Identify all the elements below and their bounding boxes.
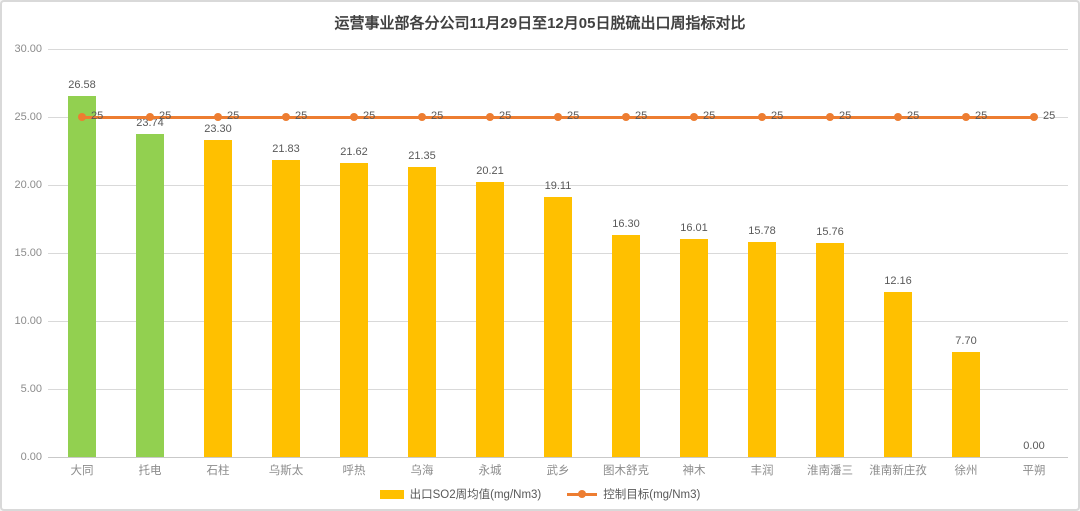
bar-value-label: 26.58 — [68, 78, 96, 91]
x-axis-category-label: 乌海 — [410, 465, 434, 477]
bar-永城 — [476, 182, 504, 457]
bar-value-label: 23.74 — [136, 117, 164, 130]
bar-呼热 — [340, 162, 368, 457]
gridline — [48, 49, 1068, 50]
target-marker-icon — [826, 113, 834, 121]
target-marker-icon — [78, 113, 86, 121]
target-value-label: 25 — [431, 110, 444, 122]
x-axis-category-label: 图木舒克 — [603, 465, 649, 477]
y-axis-tick-label: 0.00 — [20, 450, 42, 463]
bar-淮南潘三 — [816, 242, 844, 457]
target-marker-icon — [1030, 113, 1038, 121]
bar-series-swatch-icon — [379, 489, 404, 499]
bar-value-label: 19.11 — [544, 180, 572, 193]
x-axis-category-label: 石柱 — [206, 465, 230, 477]
bar-value-label: 0.00 — [1023, 440, 1045, 452]
bar-丰润 — [748, 242, 776, 457]
line-marker-icon — [578, 490, 587, 498]
bar-乌海 — [408, 166, 436, 457]
target-value-label: 25 — [771, 110, 784, 122]
target-marker-icon — [214, 113, 222, 121]
target-marker-icon — [554, 113, 562, 121]
target-value-label: 25 — [635, 110, 648, 122]
plot-area: 26.58 23.74 23.30 21.83 21.62 21.35 20.21 19.11… — [48, 49, 1068, 458]
bar-石柱 — [204, 140, 232, 457]
bar-托电 — [136, 134, 164, 457]
x-axis-category-label: 神木 — [682, 465, 706, 477]
y-axis-tick-label: 25.00 — [14, 110, 42, 123]
bar-value-label: 21.83 — [272, 143, 300, 156]
y-axis-tick-label: 5.00 — [20, 382, 42, 395]
target-marker-icon — [758, 113, 766, 121]
target-value-label: 25 — [159, 110, 172, 122]
chart-legend: 出口SO2周均值(mg/Nm3) 控制目标(mg/Nm3) — [2, 486, 1078, 502]
target-value-label: 25 — [907, 110, 920, 122]
y-axis-tick-label: 15.00 — [14, 246, 42, 259]
target-marker-icon — [418, 113, 426, 121]
legend-line-series-label: 控制目标(mg/Nm3) — [603, 489, 701, 501]
bar-大同 — [68, 95, 96, 457]
chart-title: 运营事业部各分公司11月29日至12月05日脱硫出口周指标对比 — [334, 15, 746, 32]
bar-value-label: 12.16 — [884, 274, 912, 287]
x-axis-category-label: 武乡 — [546, 465, 570, 477]
target-marker-icon — [622, 113, 630, 121]
target-value-label: 25 — [91, 110, 104, 122]
target-marker-icon — [350, 113, 358, 121]
target-marker-icon — [146, 113, 154, 121]
bar-value-label: 16.30 — [612, 218, 640, 231]
bar-神木 — [680, 239, 708, 457]
legend-item-bar-series: 出口SO2周均值(mg/Nm3) — [379, 486, 542, 502]
x-axis-category-label: 丰润 — [750, 465, 774, 477]
target-marker-icon — [486, 113, 494, 121]
x-axis-category-label: 大同 — [70, 465, 94, 477]
target-value-label: 25 — [227, 110, 240, 122]
legend-item-line-series: 控制目标(mg/Nm3) — [567, 486, 700, 502]
x-axis-category-label: 徐州 — [954, 465, 978, 477]
bar-value-label: 23.30 — [204, 123, 232, 136]
bar-淮南新庄孜 — [884, 291, 912, 457]
bar-图木舒克 — [612, 235, 640, 457]
target-marker-icon — [894, 113, 902, 121]
y-axis-tick-label: 10.00 — [14, 314, 42, 327]
bar-value-label: 20.21 — [476, 165, 504, 178]
x-axis-category-label: 淮南新庄孜 — [869, 465, 927, 477]
bar-武乡 — [544, 197, 572, 457]
line-series-swatch-icon — [567, 490, 598, 498]
bar-value-label: 21.35 — [408, 149, 436, 162]
target-value-label: 25 — [1043, 110, 1056, 122]
target-value-label: 25 — [839, 110, 852, 122]
target-value-label: 25 — [567, 110, 580, 122]
bar-value-label: 15.76 — [816, 225, 844, 238]
target-value-label: 25 — [363, 110, 376, 122]
bar-乌斯太 — [272, 160, 300, 457]
x-axis-category-label: 永城 — [478, 465, 502, 477]
target-value-label: 25 — [703, 110, 716, 122]
target-marker-icon — [962, 113, 970, 121]
x-axis-category-label: 乌斯太 — [268, 465, 304, 477]
x-axis-category-label: 淮南潘三 — [807, 465, 853, 477]
bar-value-label: 16.01 — [680, 222, 708, 235]
y-axis-tick-label: 30.00 — [14, 42, 42, 55]
target-marker-icon — [690, 113, 698, 121]
target-marker-icon — [282, 113, 290, 121]
legend-bar-series-label: 出口SO2周均值(mg/Nm3) — [409, 489, 542, 501]
target-value-label: 25 — [295, 110, 308, 122]
target-value-label: 25 — [499, 110, 512, 122]
y-axis-tick-label: 20.00 — [14, 178, 42, 191]
bar-value-label: 15.78 — [748, 225, 776, 238]
target-value-label: 25 — [975, 110, 988, 122]
x-axis-category-label: 平朔 — [1022, 465, 1046, 477]
bar-value-label: 21.62 — [340, 145, 368, 158]
x-axis-category-label: 呼热 — [342, 465, 366, 477]
bar-徐州 — [952, 352, 980, 457]
bar-value-label: 7.70 — [955, 335, 977, 348]
x-axis-category-label: 托电 — [138, 465, 162, 477]
x-axis-line — [48, 457, 1068, 458]
gridline — [48, 185, 1068, 186]
